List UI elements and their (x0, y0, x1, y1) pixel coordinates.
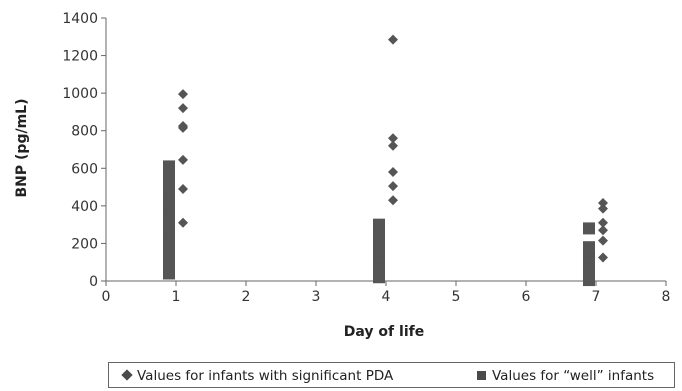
x-tick-label: 0 (102, 289, 111, 305)
y-tick-label: 0 (89, 274, 98, 290)
well-square-point (373, 271, 385, 284)
well-square-point (583, 222, 595, 235)
pda-diamond-point (388, 167, 398, 178)
y-tick-label: 1000 (62, 86, 98, 102)
pda-diamond-point (178, 217, 188, 228)
y-tick-label: 400 (71, 199, 98, 215)
x-tick-label: 7 (592, 289, 601, 305)
y-axis-title: BNP (pg/mL) (14, 99, 30, 198)
pda-diamond-point (598, 217, 608, 228)
y-tick-label: 600 (71, 161, 98, 177)
x-tick-label: 3 (312, 289, 321, 305)
pda-diamond-point (178, 122, 188, 133)
pda-diamond-point (598, 252, 608, 263)
pda-diamond-point (388, 34, 398, 45)
pda-diamond-point (178, 89, 188, 100)
pda-diamond-point (178, 154, 188, 165)
data-points (163, 34, 608, 287)
axes: 0 200 400 600 800 1000 1200 1400 0 1 2 3 4 5 6 7 8 (62, 11, 670, 305)
bnp-scatter-chart: 0 200 400 600 800 1000 1200 1400 0 1 2 3 4 5 6 7 8 BNP (… (14, 11, 670, 340)
y-tick-label: 200 (71, 236, 98, 252)
pda-diamond-point (598, 203, 608, 214)
y-tick-label: 800 (71, 124, 98, 140)
legend-entry-well: Values for “well” infants (477, 368, 654, 384)
legend-label-pda: Values for infants with significant PDA (137, 368, 394, 384)
well-square-point (583, 274, 595, 287)
well-square-point (163, 267, 175, 280)
x-tick-label: 4 (382, 289, 391, 305)
pda-diamond-point (388, 181, 398, 192)
pda-diamond-point (388, 195, 398, 206)
legend-entry-pda: Values for infants with significant PDA (121, 368, 393, 384)
legend: Values for infants with significant PDA … (108, 362, 675, 388)
pda-diamond-point (178, 103, 188, 114)
square-marker-icon (477, 370, 486, 380)
legend-label-well: Values for “well” infants (492, 368, 655, 384)
y-tick-label: 1400 (62, 11, 98, 27)
pda-diamond-point (598, 225, 608, 236)
diamond-marker-icon (121, 369, 133, 381)
x-tick-label: 6 (522, 289, 531, 305)
x-tick-label: 2 (242, 289, 251, 305)
pda-diamond-point (598, 235, 608, 246)
pda-diamond-point (388, 133, 398, 144)
x-axis-title: Day of life (344, 324, 424, 340)
x-tick-label: 1 (172, 289, 181, 305)
pda-diamond-point (598, 198, 608, 209)
pda-diamond-point (388, 140, 398, 151)
y-tick-label: 1200 (62, 49, 98, 65)
x-tick-label: 8 (662, 289, 671, 305)
pda-diamond-point (178, 183, 188, 194)
x-tick-label: 5 (452, 289, 461, 305)
